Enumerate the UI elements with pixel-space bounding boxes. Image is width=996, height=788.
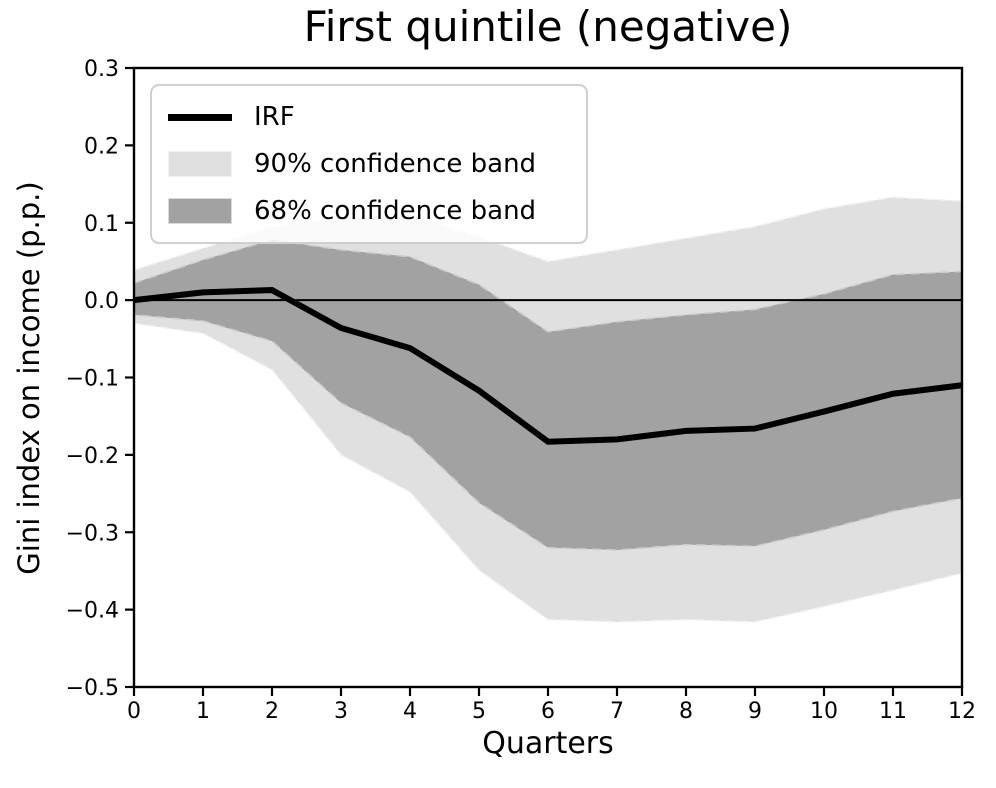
x-tick-label: 11 xyxy=(879,699,907,724)
x-tick-label: 2 xyxy=(265,699,279,724)
irf-line xyxy=(133,287,963,445)
x-tick-label: 7 xyxy=(610,699,624,724)
legend-label-68-band: 68% confidence band xyxy=(254,196,537,226)
x-tick-label: 6 xyxy=(541,699,555,724)
legend-swatch-irf xyxy=(168,113,232,121)
legend-item-irf: IRF xyxy=(168,98,570,136)
x-tick-label: 9 xyxy=(748,699,762,724)
x-tick-label: 1 xyxy=(196,699,210,724)
legend-label-irf: IRF xyxy=(254,102,295,132)
y-axis-label-wrap: Gini index on income (p.p.) xyxy=(0,68,58,687)
x-tick-label: 8 xyxy=(679,699,693,724)
y-tick-label: 0.1 xyxy=(84,212,119,237)
legend-item-68-band: 68% confidence band xyxy=(168,192,570,230)
y-axis-label: Gini index on income (p.p.) xyxy=(12,180,46,575)
legend-swatch-68-band xyxy=(168,198,232,224)
chart-title: First quintile (negative) xyxy=(303,2,793,51)
legend-item-90-band: 90% confidence band xyxy=(168,145,570,183)
x-tick-label: 5 xyxy=(472,699,486,724)
y-tick-label: 0.2 xyxy=(84,134,119,159)
y-tick-label: 0.0 xyxy=(84,289,119,314)
chart-legend: IRF 90% confidence band 68% confidence b… xyxy=(150,84,588,244)
x-tick-label: 10 xyxy=(810,699,838,724)
y-tick-label: −0.4 xyxy=(66,599,119,624)
legend-label-90-band: 90% confidence band xyxy=(254,149,537,179)
x-tick-label: 0 xyxy=(127,699,141,724)
y-tick-label: −0.3 xyxy=(66,521,119,546)
y-tick-label: −0.1 xyxy=(66,367,119,392)
y-tick-label: −0.5 xyxy=(66,676,119,701)
x-tick-label: 4 xyxy=(403,699,417,724)
legend-swatch-90-band xyxy=(168,151,232,177)
x-tick-label: 3 xyxy=(334,699,348,724)
x-tick-label: 12 xyxy=(948,699,976,724)
y-tick-label: −0.2 xyxy=(66,444,119,469)
y-tick-label: 0.3 xyxy=(84,57,119,82)
x-axis-label: Quarters xyxy=(482,726,614,761)
